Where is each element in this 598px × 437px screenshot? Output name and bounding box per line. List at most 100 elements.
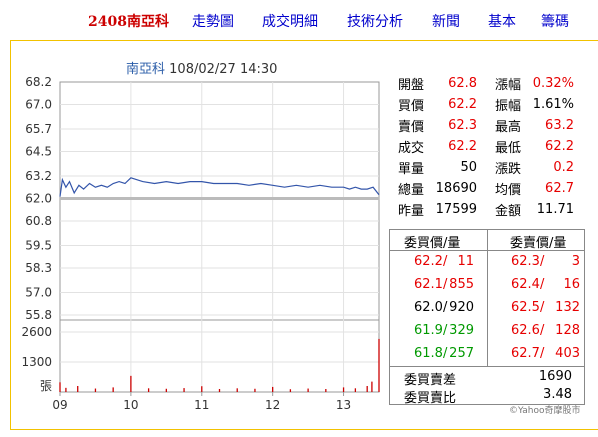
quote-row: 賣價 62.3 最高 63.2 <box>390 115 584 136</box>
order-row: 61.9/329 62.6/128 <box>390 320 584 343</box>
volume-tick-label: 張 <box>40 379 52 393</box>
sell-qty: 3 <box>571 254 580 269</box>
nav-technical-analysis[interactable]: 技術分析 <box>347 14 403 30</box>
quote-value: 17599 <box>435 202 478 217</box>
sell-qty: 132 <box>555 300 580 315</box>
quote-label: 金額 <box>495 204 522 219</box>
price-tick-label: 58.3 <box>25 261 52 275</box>
price-tick-label: 64.5 <box>25 145 52 159</box>
sell-price: 62.5/ <box>511 300 545 315</box>
sell-price: 62.3/ <box>511 254 545 269</box>
price-tick-label: 57.0 <box>25 285 52 299</box>
price-tick-label: 63.2 <box>25 169 52 183</box>
price-line <box>59 177 380 197</box>
price-tick-label: 60.8 <box>25 214 52 228</box>
quote-label: 最高 <box>495 120 522 135</box>
order-book: 委買價/量 委賣價/量 62.2/11 62.3/3 62.1/855 62.4/16… <box>389 229 585 406</box>
quote-value: 62.7 <box>545 181 574 196</box>
quote-label: 均價 <box>495 183 522 198</box>
x-tick-label: 12 <box>265 398 280 412</box>
buy-qty: 855 <box>449 277 474 292</box>
chart-title-name: 南亞科 <box>126 62 166 77</box>
x-tick-label: 13 <box>336 398 351 412</box>
chart-title: 南亞科 108/02/27 14:30 <box>126 58 277 77</box>
order-diff-label: 委買賣差 <box>404 373 457 388</box>
quote-value: 62.2 <box>448 139 478 154</box>
quote-value: 0.2 <box>553 160 574 175</box>
order-ratio-label: 委買賣比 <box>404 391 457 406</box>
buy-qty: 329 <box>449 323 474 338</box>
sell-qty: 403 <box>555 346 580 361</box>
order-ratio-row: 委買賣比 3.48 <box>390 385 584 406</box>
quote-value: 62.8 <box>448 76 478 91</box>
nav-trend-chart[interactable]: 走勢圖 <box>192 14 234 30</box>
buy-header: 委買價/量 <box>404 236 461 251</box>
order-row: 62.0/920 62.5/132 <box>390 297 584 320</box>
sell-qty: 16 <box>563 277 580 292</box>
price-tick-label: 59.5 <box>25 238 52 252</box>
order-row: 62.1/855 62.4/16 <box>390 274 584 297</box>
price-tick-label: 68.2 <box>25 75 52 89</box>
buy-price: 62.2/ <box>414 254 448 269</box>
quote-value: 62.2 <box>545 139 574 154</box>
buy-qty: 11 <box>457 254 474 269</box>
chart-title-datetime: 108/02/27 14:30 <box>169 62 278 77</box>
sell-header: 委賣價/量 <box>510 236 567 251</box>
quote-row: 單量 50 漲跌 0.2 <box>390 157 584 178</box>
order-row: 61.8/257 62.7/403 <box>390 343 584 366</box>
quote-label: 振幅 <box>495 99 522 114</box>
quote-value: 1.61% <box>532 97 574 112</box>
x-tick-label: 10 <box>123 398 138 412</box>
sell-qty: 128 <box>555 323 580 338</box>
nav-trade-details[interactable]: 成交明細 <box>262 14 318 30</box>
quote-label: 單量 <box>398 162 425 177</box>
quote-value: 0.32% <box>532 76 574 91</box>
quote-value: 62.3 <box>448 118 478 133</box>
sell-price: 62.6/ <box>511 323 545 338</box>
volume-tick-label: 2600 <box>21 325 52 339</box>
quote-label: 總量 <box>398 183 425 198</box>
quote-row: 總量 18690 均價 62.7 <box>390 178 584 199</box>
buy-qty: 920 <box>449 300 474 315</box>
order-book-header: 委買價/量 委賣價/量 <box>390 230 584 251</box>
quote-label: 最低 <box>495 141 522 156</box>
nav-stock-name[interactable]: 2408南亞科 <box>88 14 169 30</box>
quote-row: 昨量 17599 金額 11.71 <box>390 199 584 220</box>
quote-table: 開盤 62.8 漲幅 0.32% 買價 62.2 振幅 1.61% 賣價 62.3 最高 63.2 成交… <box>390 73 584 220</box>
nav-fundamentals[interactable]: 基本 <box>488 14 516 30</box>
quote-label: 漲幅 <box>495 78 522 93</box>
quote-panel <box>10 40 598 430</box>
price-tick-label: 65.7 <box>25 122 52 136</box>
price-tick-label: 55.8 <box>25 308 52 322</box>
buy-price: 62.1/ <box>414 277 448 292</box>
order-ratio-value: 3.48 <box>543 387 572 402</box>
nav-news[interactable]: 新聞 <box>432 14 460 30</box>
top-nav: 2408南亞科 走勢圖 成交明細 技術分析 新聞 基本 籌碼 <box>0 0 598 38</box>
quote-row: 成交 62.2 最低 62.2 <box>390 136 584 157</box>
quote-label: 成交 <box>398 141 425 156</box>
quote-label: 賣價 <box>398 120 425 135</box>
quote-value: 50 <box>460 160 478 175</box>
x-tick-label: 09 <box>52 398 67 412</box>
quote-value: 63.2 <box>545 118 574 133</box>
quote-row: 買價 62.2 振幅 1.61% <box>390 94 584 115</box>
buy-price: 61.9/ <box>414 323 448 338</box>
price-tick-label: 62.0 <box>25 192 52 206</box>
quote-row: 開盤 62.8 漲幅 0.32% <box>390 73 584 94</box>
buy-price: 62.0/ <box>414 300 448 315</box>
buy-price: 61.8/ <box>414 346 448 361</box>
copyright-note: ©Yahoo奇摩股市 <box>509 406 581 416</box>
sell-price: 62.7/ <box>511 346 545 361</box>
order-diff-value: 1690 <box>538 369 572 384</box>
price-tick-label: 67.0 <box>25 98 52 112</box>
quote-label: 昨量 <box>398 204 425 219</box>
volume-tick-label: 1300 <box>21 355 52 369</box>
order-row: 62.2/11 62.3/3 <box>390 251 584 274</box>
x-tick-label: 11 <box>194 398 209 412</box>
quote-label: 開盤 <box>398 78 425 93</box>
quote-label: 買價 <box>398 99 425 114</box>
sell-price: 62.4/ <box>511 277 545 292</box>
order-diff-row: 委買賣差 1690 <box>390 366 584 388</box>
nav-chips[interactable]: 籌碼 <box>541 14 569 30</box>
